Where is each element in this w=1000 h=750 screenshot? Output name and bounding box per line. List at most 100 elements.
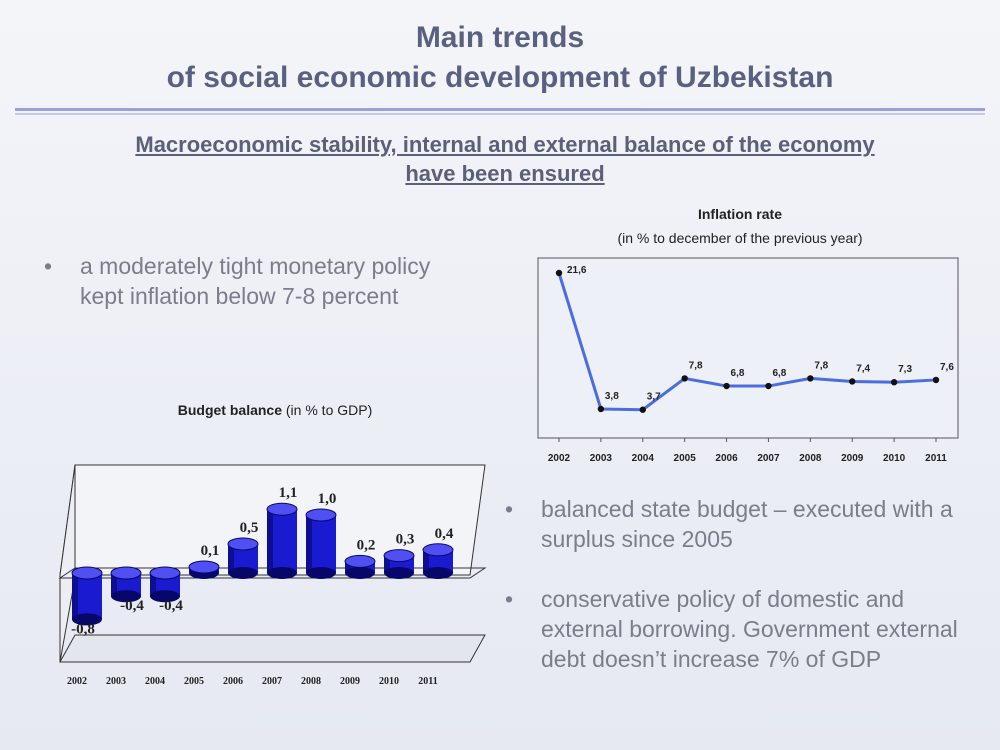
budget-bar-cap: [383, 549, 415, 563]
budget-bar-cap: [266, 502, 298, 516]
section-subtitle: Macroeconomic stability, internal and ex…: [60, 130, 950, 188]
inflation-x-tick-label: 2006: [715, 453, 738, 464]
budget-x-tick-label: 2004: [145, 676, 165, 687]
budget-x-tick-label: 2006: [223, 676, 243, 687]
bullet-mark: •: [44, 253, 53, 279]
budget-data-label: 0,1: [201, 543, 220, 559]
budget-bar-shade: [345, 561, 351, 573]
budget-bar: [188, 560, 220, 579]
budget-bar: [227, 537, 259, 579]
budget-x-tick-label: 2005: [184, 676, 204, 687]
title-divider: [15, 108, 985, 111]
inflation-x-tick-label: 2008: [799, 453, 822, 464]
budget-floor: [59, 634, 486, 663]
inflation-point: [849, 378, 856, 385]
budget-bar-shade: [111, 573, 117, 597]
bullet-mark: •: [505, 586, 514, 612]
budget-chart: -0,8 2002 -0,4 2003 -0,4 2004 0,1 2005 0,5 2006 1,…: [58, 464, 487, 687]
budget-x-tick-label: 2002: [67, 676, 87, 687]
inflation-point: [890, 379, 898, 386]
inflation-x-tick-label: 2009: [841, 453, 864, 464]
inflation-data-label: 6,8: [731, 368, 745, 379]
budget-bar-shade: [267, 509, 273, 573]
budget-bar-cap: [71, 566, 103, 580]
budget-data-label: -0,4: [159, 598, 183, 614]
budget-bar-body: [150, 573, 180, 597]
inflation-data-label: 7,3: [898, 364, 912, 375]
budget-bar-base: [345, 567, 375, 579]
inflation-title: Inflation rate: [697, 206, 782, 222]
inflation-data-label: 3,7: [647, 392, 661, 403]
budget-title-note: (in % to GDP): [285, 402, 373, 418]
inflation-chart: 21,6 3,8 3,7 7,8 6,8 6,8 7,8 7,4 7,3 7,6 2002 2003 2…: [537, 257, 959, 464]
budget-bar: [344, 554, 376, 579]
inflation-data-label: 7,8: [814, 360, 828, 371]
inflation-data-label: 7,4: [856, 363, 870, 374]
budget-bar-body: [111, 573, 141, 597]
budget-bar-cap: [422, 543, 454, 557]
budget-bar-base: [306, 567, 336, 579]
inflation-data-label: 6,8: [772, 368, 786, 379]
bullet-text: balanced state budget – executed with a …: [541, 496, 953, 552]
budget-x-tick-label: 2008: [301, 676, 321, 687]
budget-title: Budget balance: [177, 402, 282, 418]
budget-data-label: 0,3: [396, 532, 415, 548]
bullet-text: a moderately tight monetary policy kept …: [80, 253, 431, 309]
budget-bar-shade: [72, 573, 78, 620]
inflation-point: [807, 375, 814, 382]
title-divider-thin: [15, 113, 985, 115]
inflation-point: [932, 376, 940, 384]
budget-data-label: -0,8: [71, 621, 95, 637]
budget-bar-shade: [150, 573, 156, 597]
budget-bar-base: [150, 590, 180, 603]
bullet-inflation-policy: • a moderately tight monetary policy kep…: [44, 251, 480, 311]
inflation-x-tick-label: 2011: [925, 453, 947, 464]
budget-bar-base: [111, 590, 141, 603]
budget-bar: [266, 502, 298, 579]
budget-bar-cap: [188, 560, 220, 574]
budget-bar-shade: [423, 549, 429, 573]
title-line-1: Main trends: [415, 21, 585, 54]
budget-data-label: 0,4: [435, 526, 454, 542]
subtitle-line-2: have been ensured: [405, 161, 605, 186]
inflation-chart-title: Inflation rate (in % to december of the …: [540, 205, 940, 247]
title-line-2: of social economic development of Uzbeki…: [166, 61, 834, 94]
inflation-point: [681, 375, 688, 382]
page-title: Main trends of social economic developme…: [0, 18, 1000, 98]
budget-x-tick-label: 2003: [106, 676, 126, 687]
inflation-x-tick-label: 2005: [674, 453, 697, 464]
inflation-subtitle: (in % to december of the previous year): [617, 230, 863, 246]
budget-data-label: 1,0: [318, 491, 337, 507]
budget-bar-cap: [227, 537, 259, 551]
budget-bar: [305, 508, 337, 579]
inflation-x-tick-label: 2007: [757, 453, 780, 464]
inflation-data-label: 21,6: [567, 265, 587, 276]
budget-bar: [71, 566, 103, 626]
bullet-mark: •: [505, 496, 514, 522]
inflation-x-tick-label: 2004: [632, 453, 655, 464]
budget-bar-cap: [305, 508, 337, 522]
budget-bar: [149, 566, 181, 603]
budget-data-label: 0,5: [240, 520, 259, 536]
inflation-data-label: 7,8: [689, 360, 703, 371]
budget-x-tick-label: 2010: [379, 676, 399, 687]
budget-bar-shade: [228, 544, 234, 573]
bullet-text: conservative policy of domestic and exte…: [541, 586, 958, 672]
budget-data-label: 0,2: [357, 537, 376, 553]
inflation-x-tick-label: 2002: [548, 453, 571, 464]
budget-bar-base: [72, 613, 102, 626]
subtitle-line-1: Macroeconomic stability, internal and ex…: [135, 132, 875, 157]
inflation-point: [723, 382, 730, 390]
budget-bar-cap: [110, 566, 142, 580]
inflation-data-label: 3,8: [605, 391, 619, 402]
budget-bar-shade: [306, 515, 312, 573]
budget-bar-body: [423, 549, 453, 573]
bullet-borrowing: • conservative policy of domestic and ex…: [505, 584, 971, 674]
inflation-point: [765, 382, 772, 390]
inflation-point: [639, 406, 646, 413]
budget-data-label: -0,4: [120, 598, 144, 614]
budget-bar: [383, 549, 415, 579]
inflation-point: [555, 269, 563, 277]
inflation-x-tick-label: 2003: [590, 453, 613, 464]
